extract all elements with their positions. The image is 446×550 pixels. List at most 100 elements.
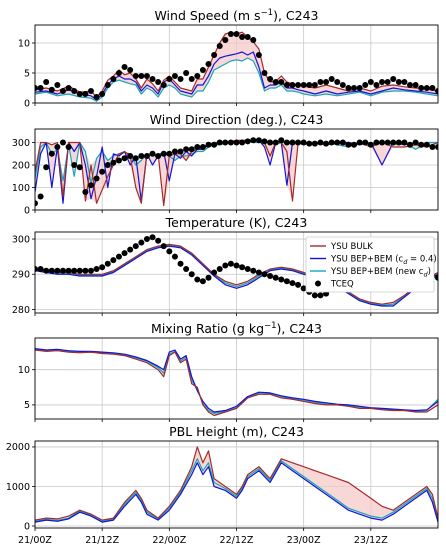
obs-point [216,139,223,146]
obs-point [317,79,324,85]
obs-point [54,267,61,274]
obs-point [379,79,386,85]
series-bepnew [35,458,438,522]
obs-point [429,144,436,150]
obs-point [121,155,128,162]
obs-point [407,82,414,88]
obs-point [250,267,257,274]
obs-point [239,264,246,271]
obs-point [115,70,122,76]
y-tick-label: 200 [12,160,30,171]
obs-point [323,140,330,147]
obs-point [267,139,274,146]
obs-point [149,234,156,241]
obs-point [127,153,134,159]
legend: YSU BULK YSU BEP+BEM (cd = 0.4)YSU BEP+BE… [305,236,437,293]
obs-point [160,150,167,157]
obs-point [233,262,240,269]
obs-point [356,139,363,146]
series-bulk [35,243,438,305]
obs-point [65,85,72,91]
obs-point [317,139,324,146]
obs-point [267,76,274,82]
series-bepnew [35,244,438,306]
obs-point [132,155,139,162]
obs-point [43,164,50,171]
obs-point [194,144,201,150]
legend-label: TCEQ [330,280,354,290]
obs-point [149,150,156,157]
obs-point [390,139,397,146]
obs-point [65,267,72,274]
series-bep04 [35,462,438,523]
y-tick-label: 280 [12,305,30,316]
obs-point [35,265,38,272]
obs-point [132,243,139,250]
obs-point [278,137,285,144]
obs-point [278,276,285,283]
obs-point [99,264,106,271]
series-bep04 [35,348,438,413]
obs-point [155,153,162,159]
obs-point [35,85,38,91]
obs-point [155,237,162,244]
obs-point [138,239,145,246]
obs-point [233,139,240,146]
obs-point [412,82,419,88]
obs-point [255,137,262,144]
obs-point [59,267,66,274]
obs-point [138,73,145,79]
obs-point [267,273,274,280]
obs-point [104,162,111,168]
obs-point [239,34,246,40]
obs-point [227,260,234,267]
panel-title: Temperature (K), C243 [165,215,308,230]
obs-point [54,144,61,150]
obs-point [339,82,346,88]
obs-point [155,79,162,85]
obs-point [345,141,352,148]
obs-point [412,139,419,146]
obs-point [37,85,44,91]
obs-point [311,82,318,88]
obs-point [390,76,397,82]
panel-4: Mixing Ratio (g kg−1), C243 5 10 [18,321,439,422]
obs-point [351,141,358,148]
y-tick-label: 0 [24,98,30,109]
legend-box [305,236,435,293]
obs-point [35,200,38,207]
y-tick-label: 1000 [6,482,30,493]
obs-point [227,31,234,37]
obs-point [37,193,44,200]
obs-point [250,37,257,43]
obs-point [339,139,346,146]
y-tick-label: 10 [18,38,30,49]
y-tick-label: 300 [12,138,30,149]
obs-point [373,139,380,146]
obs-point [43,79,50,85]
obs-point [76,91,83,97]
series-bepnew [35,348,438,414]
series-bepnew [35,57,438,102]
obs-point [93,94,100,100]
obs-point [194,73,201,79]
obs-point [272,79,279,85]
obs-point [160,243,167,250]
obs-point [166,150,173,157]
obs-point [334,139,341,146]
y-tick-label: 2000 [6,442,30,453]
obs-point [183,70,190,76]
plot-area [35,446,438,523]
obs-point [367,141,374,148]
obs-point [138,153,145,159]
obs-point [233,31,240,37]
obs-point [300,139,307,146]
panel-1: Wind Speed (m s−1), C243 0 5 10 [18,8,439,109]
obs-point [143,153,150,159]
obs-point [87,267,94,274]
obs-point [362,82,369,88]
obs-point [278,79,285,85]
obs-point [328,139,335,146]
obs-point [283,278,290,285]
